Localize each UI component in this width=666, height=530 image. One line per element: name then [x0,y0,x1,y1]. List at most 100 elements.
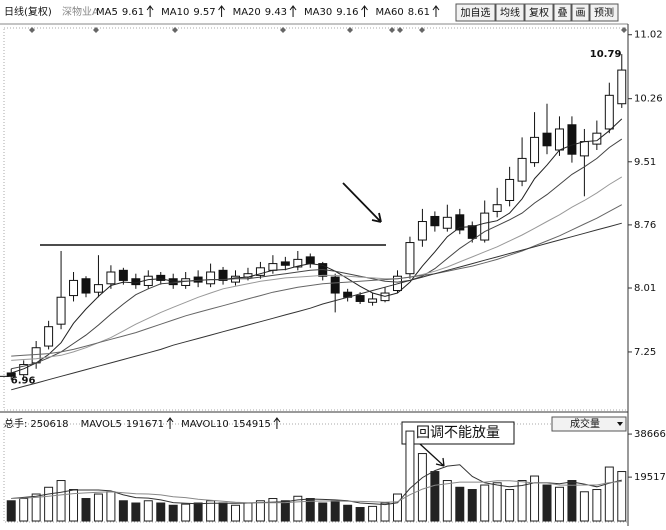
min-label: 6.96 [11,375,36,386]
ma-legend-name: MA30 [304,7,332,18]
toolbar-button-label[interactable]: 均线 [500,6,520,19]
event-marker [172,27,178,33]
volume-bar [44,486,54,522]
event-marker [389,27,395,33]
candle-body [405,242,415,275]
volume-bar [355,507,365,522]
volume-bar [542,484,552,522]
volume-bar [417,453,427,522]
candle-body [206,271,216,285]
ma-legend-name: MA5 [96,7,118,18]
candle-body [305,256,315,265]
ma-legend-value: 9.57 [193,7,215,18]
candle-body [69,279,79,297]
up-arrow [289,5,297,17]
volume-bar [118,500,128,522]
candle-body [106,271,116,285]
candle-body [355,295,365,302]
candle-body [604,94,614,130]
volume-bar [617,471,627,522]
volume-bar [218,502,228,522]
volume-bar [455,486,465,522]
mavol-legend-value: 191671 [126,419,164,430]
toolbar-button-label[interactable]: 预测 [594,6,614,19]
candle-body [268,263,278,271]
toolbar-button-label[interactable]: 加自选 [461,6,491,19]
ma-line [11,118,623,374]
toolbar-button[interactable] [571,3,590,22]
toolbar-button[interactable] [589,3,619,22]
up-arrow [166,417,174,429]
candle-body [455,214,465,231]
volume-bar [467,489,477,522]
candle-body [280,261,290,266]
indicator-selector[interactable] [551,416,627,432]
period-label: 日线(复权) [4,5,52,18]
volume-bar [81,498,91,522]
y-tick-label: 8.76 [634,220,656,231]
candle-body [44,326,54,347]
toolbar-button[interactable] [553,3,572,22]
volume-bar [156,502,166,522]
volume-bar [231,504,240,522]
volume-bar [19,498,29,522]
volume-bar [268,498,278,522]
ma-legend-name: MA10 [161,7,189,18]
volume-bar [592,489,602,522]
toolbar-button-label[interactable]: 复权 [529,6,549,19]
max-label: 10.79 [590,49,622,60]
indicator-label[interactable]: 成交量 [570,417,600,430]
volume-bar [492,482,502,522]
candle-body [218,269,228,281]
volume-bar [143,500,153,522]
volume-bar [430,471,440,522]
volume-bar [343,504,353,522]
volume-total-label: 总手: [4,417,27,430]
y-tick-label: 7.25 [634,347,656,358]
toolbar-button-label[interactable]: 画 [576,8,586,19]
event-marker [280,27,286,33]
ma-line [11,176,623,361]
toolbar-button-label[interactable]: 叠 [558,7,568,19]
up-arrow [361,5,368,17]
volume-bar [604,466,614,522]
toolbar-button[interactable] [495,3,525,22]
dropdown-icon [617,422,623,426]
volume-bar [517,480,527,522]
annotation-box [401,421,515,445]
ma-line [11,138,623,370]
volume-bar [330,500,340,522]
event-marker [621,27,627,33]
candle-body [93,284,103,293]
ma-legend-name: MA20 [233,7,261,18]
volume-bar [405,430,415,522]
ma-legend-value: 9.16 [336,7,358,18]
volume-bar [305,498,315,522]
event-marker [397,27,403,33]
y-tick-label: 19517 [634,472,666,483]
volume-bar [31,493,41,522]
toolbar-button[interactable] [455,3,496,22]
ma-line [11,222,622,391]
y-tick-label: 11.02 [634,30,663,41]
volume-bar [393,493,402,522]
candle-body [193,276,203,283]
volume-bar [280,500,290,522]
candle-body [517,157,527,182]
volume-bar [505,489,515,522]
y-tick-label: 8.01 [634,283,656,294]
candle-body [430,215,440,227]
toolbar-button[interactable] [524,3,554,22]
candle-body [542,132,552,147]
mavol-legend-name: MAVOL5 [81,419,122,430]
annotation: 回调不能放量 [416,425,500,441]
candle-body [480,212,490,241]
candle-body [530,136,540,164]
candle-body [567,124,577,155]
volume-bar [480,484,490,522]
volume-bar [255,500,265,522]
event-marker [347,27,353,33]
candle-body [492,204,502,212]
volume-bar [318,502,328,522]
